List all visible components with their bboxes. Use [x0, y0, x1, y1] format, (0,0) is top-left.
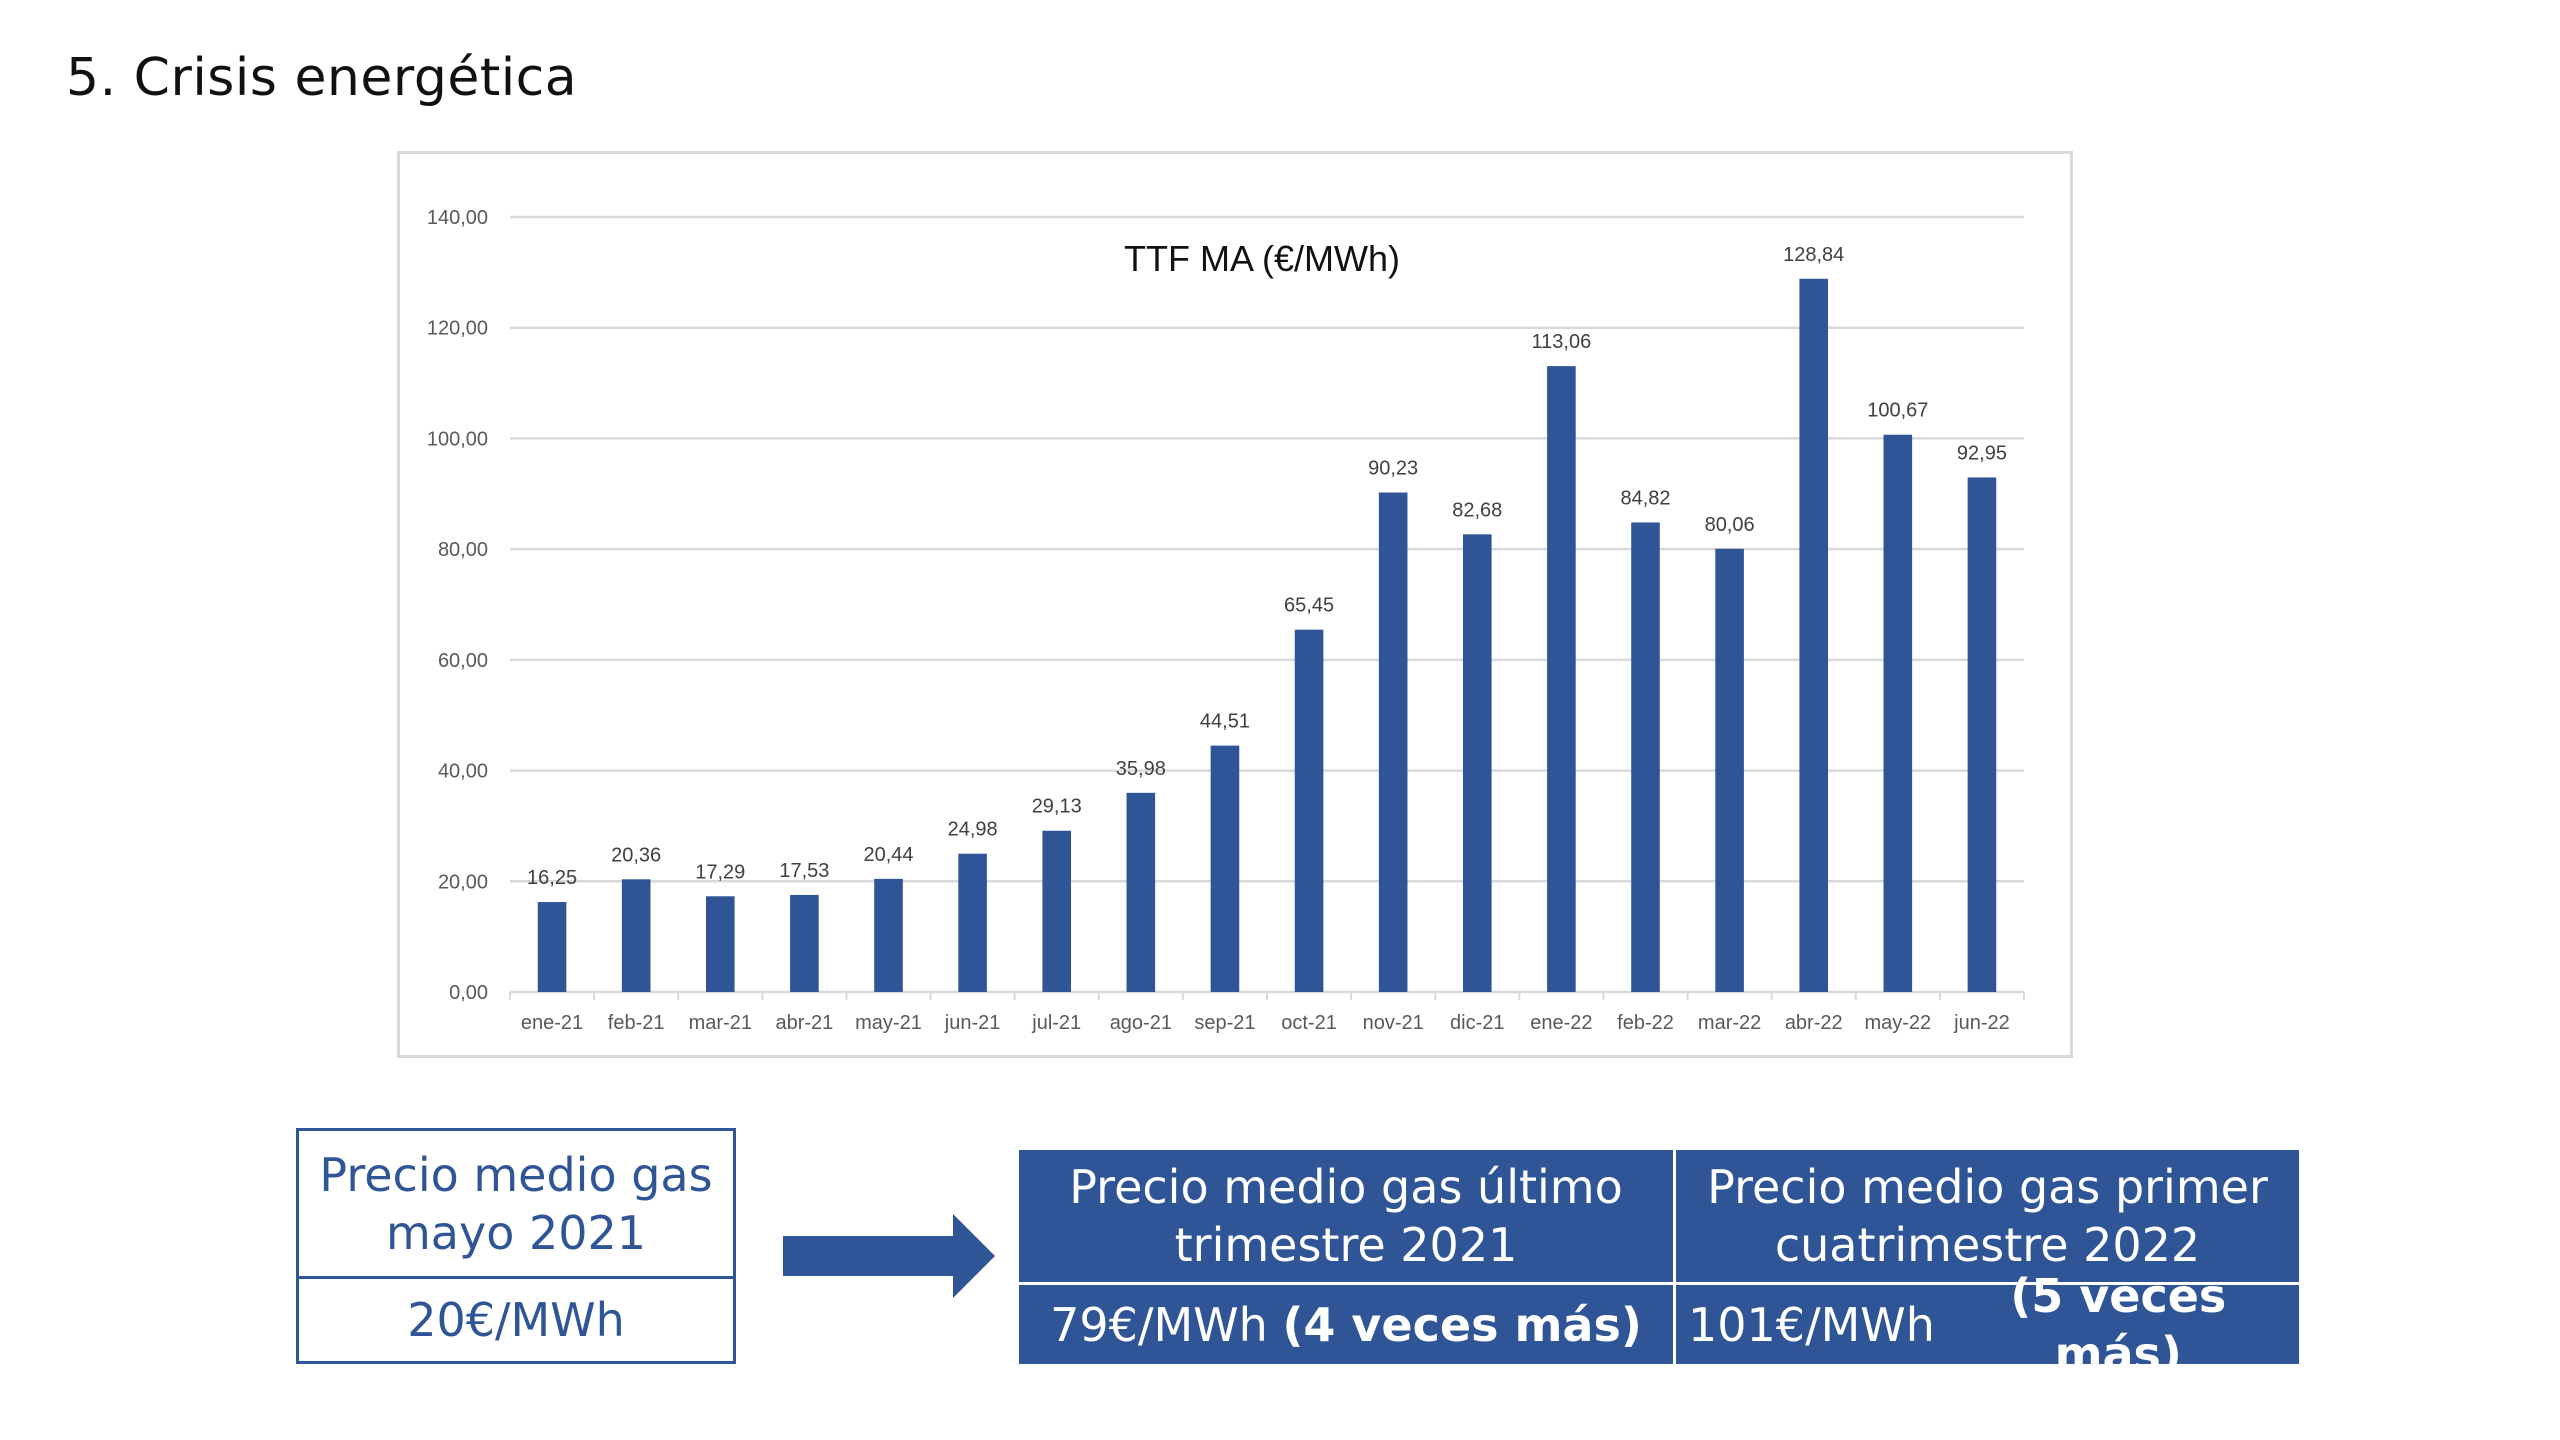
bar	[874, 878, 903, 992]
data-label: 17,53	[779, 860, 829, 882]
bar	[1883, 434, 1913, 993]
price-comparison-table: Precio medio gas último trimestre 2021 P…	[1019, 1150, 2299, 1381]
data-label: 128,84	[1783, 244, 1844, 266]
q4-2021-price-value-cell: 79€/MWh (4 veces más)	[1019, 1285, 1673, 1364]
may-2021-price-label: Precio medio gas mayo 2021	[299, 1131, 733, 1279]
y-tick-label: 0,00	[449, 982, 488, 1004]
bar-layer	[537, 278, 1997, 993]
q4-2021-price-value: 79€/MWh	[1050, 1297, 1268, 1352]
x-tick-label: mar-21	[689, 1012, 752, 1034]
bar	[537, 902, 567, 992]
may-2021-price-box: Precio medio gas mayo 2021 20€/MWh	[296, 1128, 736, 1364]
data-label: 100,67	[1867, 400, 1928, 422]
chart-frame: 0,00 20,00 40,00 60,00 80,00 100,00 120,00 140,…	[397, 151, 2073, 1058]
bar	[1631, 522, 1660, 992]
y-tick-label: 120,00	[427, 318, 488, 340]
grid-layer	[510, 215, 2024, 883]
bar	[1210, 745, 1240, 992]
slide-title: 5. Crisis energética	[66, 48, 578, 108]
right-arrow-icon	[783, 1214, 995, 1298]
bar	[1462, 534, 1492, 992]
bar	[1967, 477, 1997, 993]
bar	[1294, 629, 1324, 992]
y-tick-label: 80,00	[438, 539, 488, 561]
y-tick-label: 20,00	[438, 871, 488, 893]
bar	[621, 879, 651, 992]
label-layer: 16,25 ene-21 20,36 feb-21 17,29 mar-21 17,53 ab…	[521, 244, 2010, 1034]
bar	[1715, 548, 1744, 992]
q1-2022-price-note: (5 veces más)	[2010, 1268, 2227, 1381]
x-tick-label: mar-22	[1698, 1012, 1761, 1034]
q4-2021-price-note: (4 veces más)	[1282, 1297, 1642, 1352]
y-tick-label: 40,00	[438, 761, 488, 783]
data-label: 92,95	[1957, 442, 2007, 464]
y-tick-label: 60,00	[438, 650, 488, 672]
data-label: 65,45	[1284, 595, 1334, 617]
q1-2022-price-value-cell: 101€/MWh (5 veces más)	[1676, 1269, 2299, 1381]
x-tick-label: sep-21	[1194, 1012, 1255, 1034]
x-tick-label: jun-21	[944, 1012, 1001, 1034]
x-tick-label: ene-22	[1530, 1012, 1592, 1034]
data-label: 35,98	[1116, 758, 1166, 780]
data-label: 113,06	[1532, 331, 1592, 353]
x-tick-label: jun-22	[1953, 1012, 2010, 1034]
q1-2022-price-value: 101€/MWh	[1688, 1297, 1935, 1352]
x-tick-label: oct-21	[1281, 1012, 1337, 1034]
data-label: 84,82	[1620, 487, 1670, 509]
data-label: 82,68	[1452, 499, 1502, 521]
data-label: 90,23	[1368, 458, 1418, 480]
bar-chart: 0,00 20,00 40,00 60,00 80,00 100,00 120,00 140,…	[427, 207, 2025, 1034]
y-tick-label: 100,00	[427, 428, 488, 450]
x-tick-label: nov-21	[1363, 1012, 1424, 1034]
bar	[1799, 278, 1829, 992]
x-tick-label: abr-22	[1785, 1012, 1843, 1034]
x-tick-label: ago-21	[1110, 1012, 1172, 1034]
data-label: 24,98	[948, 819, 998, 841]
bar	[958, 853, 987, 992]
axis-layer: 0,00 20,00 40,00 60,00 80,00 100,00 120,00 140,…	[427, 207, 2025, 1004]
q4-2021-price-label: Precio medio gas último trimestre 2021	[1019, 1150, 1673, 1282]
x-tick-label: jul-21	[1031, 1012, 1081, 1034]
x-tick-label: feb-21	[608, 1012, 665, 1034]
x-tick-label: abr-21	[775, 1012, 833, 1034]
x-tick-label: ene-21	[521, 1012, 583, 1034]
bar	[705, 896, 735, 992]
bar	[790, 894, 819, 992]
data-label: 80,06	[1705, 514, 1755, 536]
data-label: 20,44	[863, 844, 913, 866]
x-tick-label: dic-21	[1450, 1012, 1504, 1034]
x-tick-label: feb-22	[1617, 1012, 1674, 1034]
data-label: 16,25	[527, 867, 577, 889]
y-tick-label: 140,00	[427, 207, 488, 229]
q1-2022-price-label: Precio medio gas primer cuatrimestre 202…	[1676, 1150, 2299, 1282]
data-label: 17,29	[695, 861, 745, 883]
bar	[1042, 830, 1072, 992]
bar	[1126, 792, 1156, 992]
x-tick-label: may-22	[1864, 1012, 1931, 1034]
bar	[1547, 366, 1576, 992]
bar	[1378, 492, 1408, 992]
data-label: 44,51	[1200, 711, 1250, 733]
x-tick-label: may-21	[855, 1012, 922, 1034]
data-label: 29,13	[1032, 796, 1082, 818]
data-label: 20,36	[611, 844, 661, 866]
chart-title: TTF MA (€/MWh)	[1124, 238, 1400, 279]
may-2021-price-value: 20€/MWh	[407, 1293, 625, 1347]
